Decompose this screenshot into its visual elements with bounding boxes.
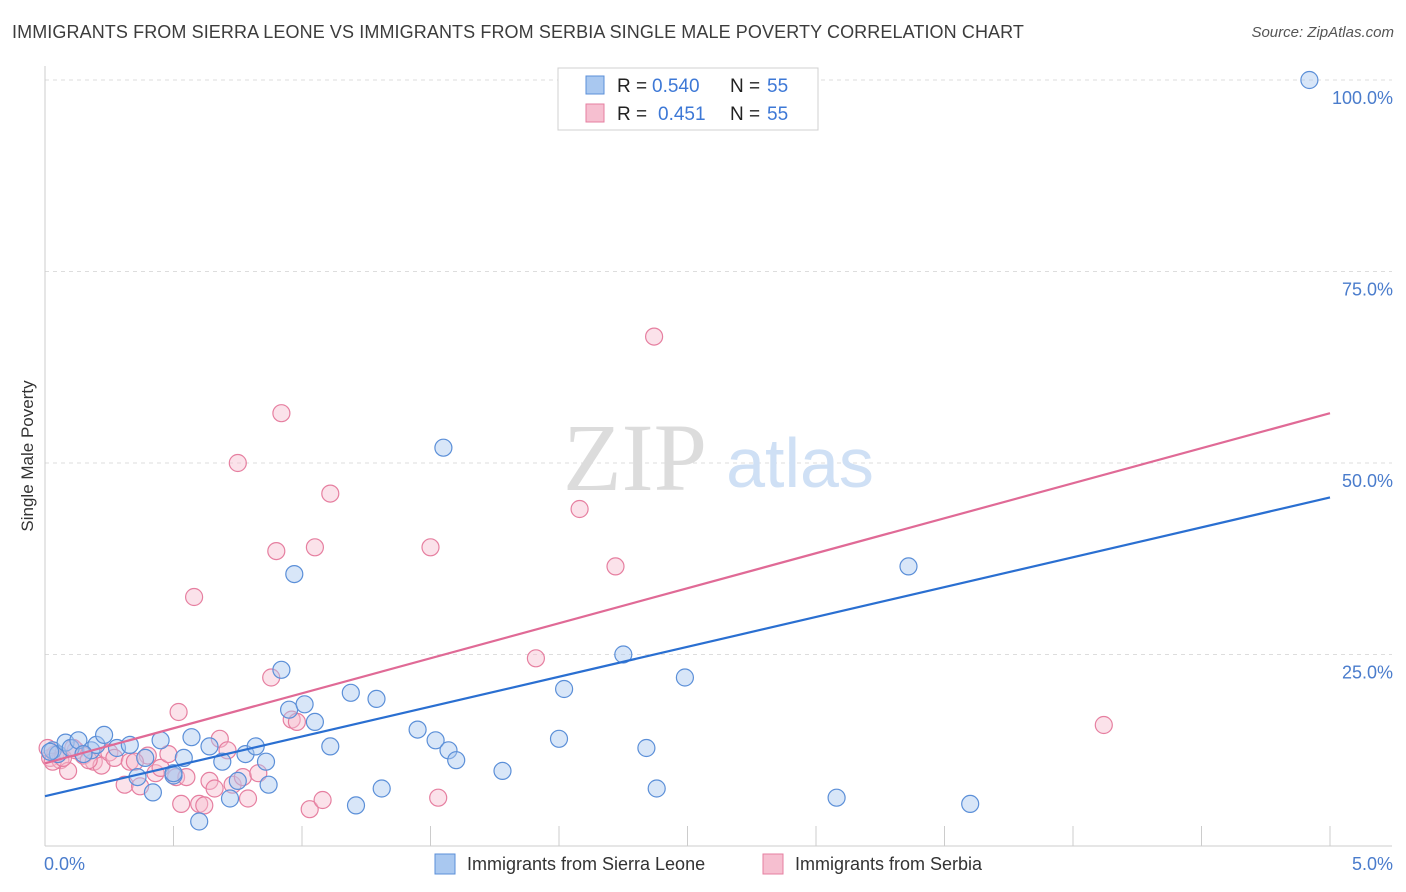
serbia-point: [238, 789, 258, 808]
sierra-leone-point: [637, 738, 656, 758]
sierra-leone-point: [827, 788, 846, 807]
sierra-leone-point: [256, 752, 276, 771]
serbia-trend-line: [44, 412, 1331, 765]
chart-title: IMMIGRANTS FROM SIERRA LEONE VS IMMIGRAN…: [12, 22, 1025, 42]
serbia-point: [262, 668, 281, 687]
serbia-point: [169, 702, 188, 722]
serbia-point: [300, 800, 319, 819]
y-tick-label: 75.0%: [1342, 280, 1393, 300]
y-tick-label: 50.0%: [1342, 471, 1393, 491]
watermark-zip: ZIP: [563, 404, 707, 511]
watermark: ZIP atlas: [563, 404, 874, 511]
source-credit: Source: ZipAtlas.com: [1251, 24, 1394, 41]
stats-swatch-blue: [585, 75, 605, 95]
sierra-leone-point: [182, 728, 201, 747]
sierra-leone-point: [1300, 70, 1319, 90]
sierra-leone-point: [143, 783, 162, 802]
stats-r-label-pink: R =: [617, 104, 647, 125]
trend-lines: [44, 412, 1331, 798]
serbia-point: [421, 538, 440, 557]
legend-swatch-serbia: [762, 853, 784, 875]
x-tick-label: 0.0%: [44, 854, 85, 874]
serbia-point: [205, 779, 224, 798]
y-tick-label: 25.0%: [1342, 663, 1393, 683]
sierra-leone-point: [272, 660, 291, 679]
sierra-leone-point: [439, 741, 458, 760]
sierra-leone-point: [200, 737, 219, 756]
serbia-point: [644, 327, 664, 346]
sierra-leone-point: [69, 731, 88, 750]
sierra-leone-point: [220, 789, 240, 808]
serbia-point: [185, 587, 204, 607]
stats-r-value-pink: 0.451: [658, 104, 706, 125]
serbia-point: [1094, 715, 1113, 735]
serbia-point: [228, 453, 247, 473]
stats-n-label-pink: N =: [730, 104, 760, 125]
tick-labels: 25.0% 50.0% 75.0% 100.0% 0.0% 5.0%: [44, 88, 1393, 874]
legend-swatch-sierra-leone: [434, 853, 456, 875]
serbia-point: [570, 499, 589, 519]
sierra-leone-point: [614, 645, 633, 664]
serbia-point: [429, 788, 448, 807]
serbia-point: [526, 649, 546, 668]
sierra-leone-point: [426, 731, 445, 750]
sierra-leone-point: [321, 737, 340, 756]
sierra-leone-point: [372, 779, 391, 798]
serbia-point: [159, 744, 178, 764]
sierra-leone-point: [190, 812, 209, 831]
sierra-leone-point: [285, 564, 304, 584]
stats-n-value-blue: 55: [767, 76, 788, 97]
sierra-leone-point: [295, 695, 314, 714]
sierra-leone-point: [280, 700, 299, 719]
sierra-leone-point: [94, 725, 114, 745]
legend-label-sierra-leone: Immigrants from Sierra Leone: [467, 854, 705, 874]
stats-r-value-blue: 0.540: [652, 76, 700, 97]
gridlines: [45, 79, 1392, 655]
serbia-point: [195, 796, 214, 815]
sierra-leone-point: [213, 752, 232, 771]
serbia-point: [272, 404, 291, 423]
legend: Immigrants from Sierra Leone Immigrants …: [434, 853, 983, 875]
serbia-point: [267, 541, 286, 561]
sierra-leone-point: [408, 720, 427, 739]
stats-r-label-blue: R =: [617, 76, 647, 97]
sierra-leone-point: [549, 729, 569, 748]
sierra-leone-point: [136, 748, 155, 768]
sierra-leone-point: [434, 438, 453, 457]
sierra-leone-point: [447, 751, 466, 770]
stats-box: R = 0.540 N = 55 R = 0.451 N = 55: [557, 67, 819, 131]
watermark-atlas: atlas: [726, 424, 874, 502]
sierra-leone-point: [961, 794, 980, 814]
x-tick-label: 5.0%: [1352, 854, 1393, 874]
sierra-leone-point: [899, 557, 918, 576]
sierra-leone-point: [675, 668, 695, 687]
stats-n-label-blue: N =: [730, 76, 760, 97]
stats-swatch-pink: [585, 103, 605, 123]
stats-n-value-pink: 55: [767, 104, 788, 125]
serbia-point: [606, 557, 625, 576]
sierra-leone-point: [259, 775, 278, 794]
y-tick-label: 100.0%: [1332, 88, 1393, 108]
sierra-leone-point: [367, 689, 386, 709]
sierra-leone-trend-line: [44, 496, 1331, 798]
legend-label-serbia: Immigrants from Serbia: [795, 854, 983, 874]
serbia-point: [172, 794, 191, 814]
serbia-point: [305, 538, 324, 557]
serbia-point: [125, 752, 144, 771]
sierra-leone-point: [554, 679, 574, 699]
sierra-leone-point: [305, 712, 324, 732]
sierra-leone-point: [40, 742, 60, 761]
serbia-point: [313, 790, 332, 810]
sierra-leone-point: [228, 771, 247, 791]
sierra-leone-point: [647, 779, 666, 798]
axes: [44, 66, 1392, 847]
serbia-points: [38, 327, 1113, 819]
sierra-leone-point: [164, 764, 183, 783]
sierra-leone-point: [493, 761, 512, 781]
sierra-leone-point: [346, 796, 366, 815]
sierra-leone-point: [341, 683, 360, 702]
serbia-point: [321, 484, 340, 503]
